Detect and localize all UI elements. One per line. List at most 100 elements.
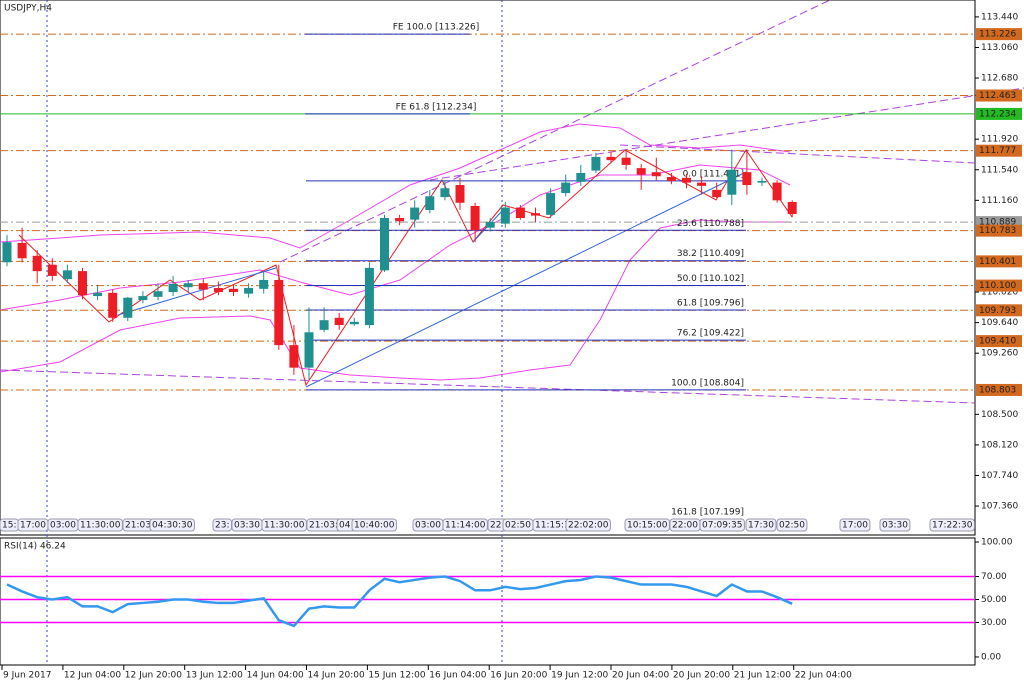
- level-box: [976, 304, 1022, 317]
- candle-body: [591, 156, 601, 171]
- level-box: [976, 144, 1022, 157]
- time-marker-box: [261, 518, 307, 532]
- time-marker-box: [77, 518, 123, 532]
- dynamic-layer: USDJPY,H4113.440113.060112.680111.920111…: [0, 4, 1022, 681]
- time-marker: 11:14:00: [445, 521, 486, 531]
- fib-label: 50.0 [110.102]: [677, 274, 744, 284]
- time-marker: 21:03:00: [309, 521, 350, 531]
- y-tick-label: 111.540: [981, 165, 1018, 175]
- level-box: [976, 89, 1022, 102]
- price-panel: [0, 0, 976, 536]
- time-marker: 17:00: [20, 521, 46, 531]
- candle-body: [229, 288, 238, 293]
- time-marker: 03:00: [415, 521, 441, 531]
- level-label: 109.410: [979, 337, 1016, 347]
- time-marker: 22:00: [672, 521, 698, 531]
- level-label: 111.777: [979, 146, 1016, 156]
- time-marker: 04:: [339, 521, 353, 531]
- time-marker: 17:30: [748, 521, 774, 531]
- time-marker-box: [699, 518, 745, 532]
- y-tick-label: 111.920: [981, 135, 1018, 145]
- time-marker: 17:22:30: [932, 521, 973, 531]
- x-tick-label: 9 Jun 2017: [3, 671, 51, 681]
- time-marker: 04:30:30: [152, 521, 193, 531]
- candle-body: [349, 321, 359, 325]
- y-tick-label: 70.00: [981, 572, 1007, 582]
- y-tick-label: 113.060: [981, 43, 1018, 53]
- x-tick-label: 15 Jun 12:00: [368, 671, 425, 681]
- candle-body: [470, 205, 480, 231]
- level-label: 108.803: [979, 385, 1016, 395]
- candle-body: [138, 296, 148, 301]
- candle-body: [108, 292, 118, 318]
- level-box: [976, 335, 1022, 348]
- level-label: 109.793: [979, 306, 1016, 316]
- time-marker-box: [879, 518, 911, 532]
- fe-label: FE 100.0 [113.226]: [393, 23, 480, 33]
- y-tick-label: 0.00: [981, 652, 1001, 662]
- y-tick-label: 112.680: [981, 74, 1018, 84]
- time-marker-box: [149, 518, 195, 532]
- x-tick-label: 16 Jun 20:00: [490, 671, 547, 681]
- candle-body: [244, 288, 254, 294]
- candle-body: [636, 168, 646, 175]
- time-marker: 03:00: [50, 521, 76, 531]
- trend-segment: [117, 267, 277, 316]
- candle-body: [62, 270, 72, 280]
- candle-body: [32, 255, 42, 272]
- level-label: 110.783: [979, 226, 1016, 236]
- chart-title: USDJPY,H4: [4, 4, 52, 14]
- fib-base: [305, 171, 747, 388]
- candle-body: [319, 320, 329, 330]
- y-tick-label: 30.00: [981, 618, 1007, 628]
- candle-body: [440, 188, 450, 198]
- fib-label: 161.8 [107.199]: [671, 507, 744, 517]
- x-tick-label: 13 Jun 12:00: [186, 671, 243, 681]
- time-marker: 02:50: [779, 521, 805, 531]
- candle-body: [334, 317, 344, 326]
- candle-body: [515, 207, 525, 219]
- time-marker-box: [776, 518, 808, 532]
- candle-body: [742, 172, 752, 186]
- candle-body: [682, 177, 691, 183]
- rsi-line: [6, 575, 793, 628]
- time-marker: 22:: [490, 521, 504, 531]
- trend-line: [0, 369, 976, 404]
- level-box: [976, 224, 1022, 237]
- candle-body: [757, 181, 767, 183]
- candle-body: [395, 218, 405, 222]
- x-tick-label: 12 Jun 20:00: [125, 671, 182, 681]
- time-marker: 17:00: [842, 521, 868, 531]
- fib-label: 38.2 [110.409]: [677, 249, 744, 259]
- candle-body: [500, 207, 510, 224]
- fib-label: 100.0 [108.804]: [671, 378, 744, 388]
- time-marker: 11:15:18: [535, 521, 576, 531]
- band-middle: [0, 164, 791, 311]
- candle-body: [364, 267, 374, 326]
- y-tick-label: 109.260: [981, 349, 1018, 359]
- x-tick-label: 21 Jun 12:00: [734, 671, 791, 681]
- x-tick-label: 20 Jun 04:00: [612, 671, 669, 681]
- time-marker-box: [745, 518, 777, 532]
- y-tick-label: 110.020: [981, 288, 1018, 298]
- time-marker: 03:30: [882, 521, 908, 531]
- candle-body: [666, 176, 676, 182]
- candle-body: [213, 288, 223, 293]
- y-tick-label: 108.120: [981, 440, 1018, 450]
- candle-body: [697, 182, 707, 186]
- candle-body: [546, 193, 556, 215]
- candle-body: [198, 283, 208, 290]
- x-tick-label: 16 Jun 04:00: [429, 671, 486, 681]
- candle-body: [576, 172, 586, 182]
- time-marker-box: [839, 518, 871, 532]
- y-tick-label: 107.360: [981, 502, 1018, 512]
- time-marker: 10:40:00: [354, 521, 395, 531]
- time-marker-box: [929, 518, 975, 532]
- level-label: 110.401: [979, 257, 1016, 267]
- level-box: [976, 107, 1022, 120]
- candle-body: [123, 297, 133, 318]
- candle-body: [712, 189, 722, 198]
- candle-body: [153, 291, 163, 297]
- band-upper: [0, 123, 791, 249]
- y-tick-label: 109.640: [981, 318, 1018, 328]
